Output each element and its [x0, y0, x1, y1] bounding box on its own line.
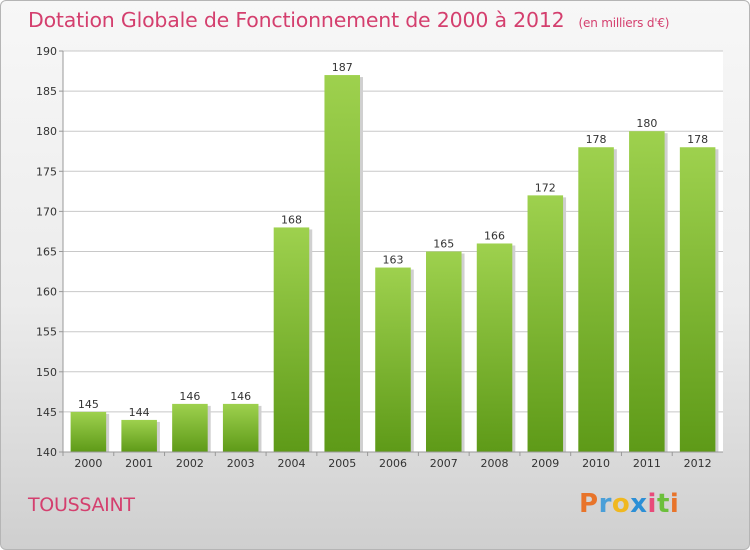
logo-letter: r — [598, 489, 612, 519]
value-label-2006: 163 — [383, 254, 404, 267]
logo-letter: i — [669, 489, 680, 519]
y-tick-label: 155 — [36, 326, 57, 339]
x-tick-label-2003: 2003 — [227, 457, 255, 470]
value-label-2001: 144 — [129, 406, 150, 419]
bar-2008 — [476, 243, 513, 452]
logo-letter: x — [630, 489, 648, 519]
y-tick-label: 145 — [36, 406, 57, 419]
x-tick-label-2010: 2010 — [582, 457, 610, 470]
y-tick-label: 170 — [36, 205, 57, 218]
x-tick-label-2004: 2004 — [277, 457, 305, 470]
chart-title: Dotation Globale de Fonctionnement de 20… — [28, 8, 670, 32]
logo-letter: i — [647, 489, 657, 519]
value-label-2002: 146 — [179, 390, 200, 403]
value-label-2003: 146 — [230, 390, 251, 403]
x-tick-label-2011: 2011 — [633, 457, 661, 470]
bar-2001 — [121, 419, 157, 452]
chart-subtitle: (en milliers d'€) — [578, 16, 670, 30]
x-tick-label-2012: 2012 — [684, 457, 712, 470]
x-tick-label-2008: 2008 — [481, 457, 509, 470]
bar-2000 — [70, 411, 107, 452]
value-label-2000: 145 — [78, 398, 99, 411]
bar-2006 — [375, 267, 411, 452]
x-tick-label-2007: 2007 — [430, 457, 458, 470]
value-label-2010: 178 — [586, 133, 607, 146]
y-tick-label: 190 — [36, 45, 57, 58]
bar-2012 — [679, 147, 716, 453]
logo-letter: t — [656, 489, 670, 519]
value-label-2009: 172 — [535, 181, 556, 194]
bar-2009 — [527, 195, 564, 453]
y-tick-label: 150 — [36, 366, 57, 379]
y-tick-label: 165 — [36, 246, 57, 259]
city-name: TOUSSAINT — [28, 494, 135, 516]
logo-letter: o — [611, 489, 631, 519]
value-label-2011: 180 — [636, 117, 657, 130]
x-tick-label-2001: 2001 — [125, 457, 153, 470]
bar-2007 — [426, 251, 462, 452]
logo-letter: P — [579, 489, 599, 519]
bars: 145 144 146 146 168 187 163 165 166 172 178 180 178 — [70, 61, 719, 453]
x-tick-label-2006: 2006 — [379, 457, 407, 470]
y-tick-label: 140 — [36, 446, 57, 459]
y-tick-label: 160 — [36, 286, 57, 299]
bar-2010 — [578, 147, 614, 453]
bar-2002 — [172, 403, 208, 452]
value-label-2008: 166 — [484, 229, 505, 242]
y-axis-ticks: 140 145 150 155 160 165 170 175 180 185 190 — [36, 45, 63, 459]
x-tick-label-2009: 2009 — [531, 457, 559, 470]
y-tick-label: 180 — [36, 125, 57, 138]
value-label-2004: 168 — [281, 213, 302, 226]
y-tick-label: 185 — [36, 85, 57, 98]
value-label-2005: 187 — [332, 61, 353, 74]
value-label-2007: 165 — [433, 238, 454, 251]
x-tick-label-2005: 2005 — [328, 457, 356, 470]
y-tick-label: 175 — [36, 165, 57, 178]
bar-2004 — [273, 227, 310, 452]
proxiti-logo: Proxiti — [579, 489, 679, 519]
bar-2011 — [629, 131, 665, 452]
x-tick-label-2002: 2002 — [176, 457, 204, 470]
x-axis-ticks: 2000 2001 2002 2003 2004 2005 2006 2007 2008 2009… — [62, 452, 712, 470]
x-tick-label-2000: 2000 — [74, 457, 102, 470]
bar-2003 — [222, 403, 259, 452]
value-label-2012: 178 — [687, 133, 708, 146]
bar-2005 — [324, 75, 360, 452]
